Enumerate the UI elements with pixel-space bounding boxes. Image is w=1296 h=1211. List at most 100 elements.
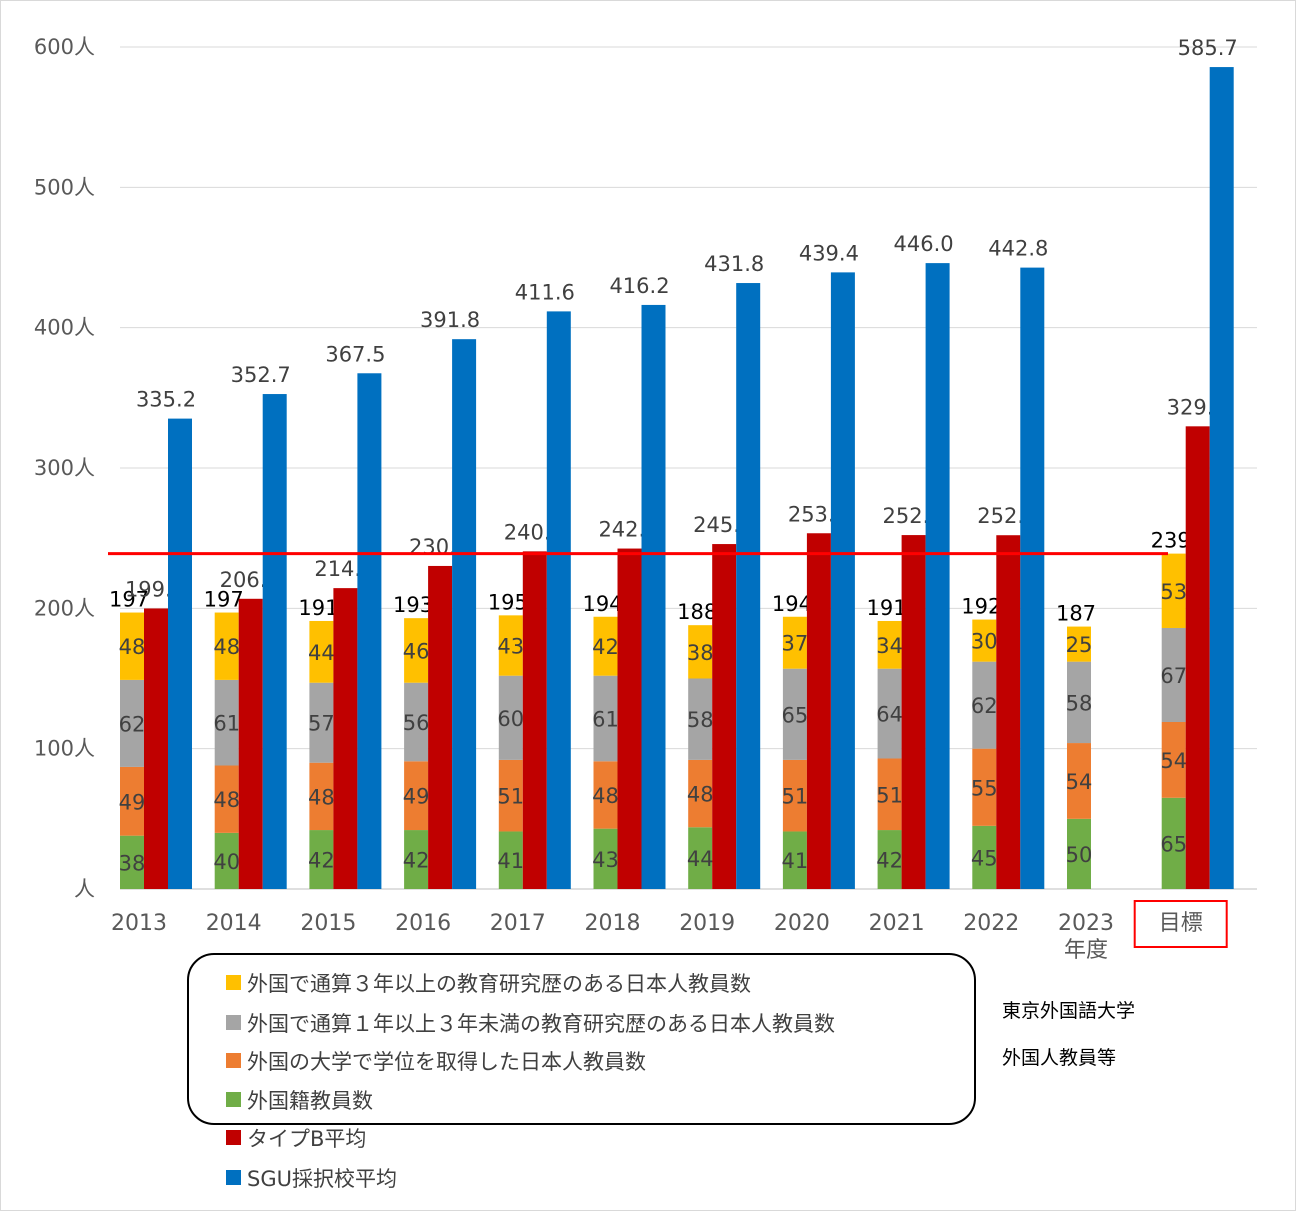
university-label: 東京外国語大学 bbox=[1002, 1000, 1135, 1022]
sgu-bar bbox=[830, 272, 855, 889]
x-tick-label: 目標 bbox=[1159, 911, 1203, 936]
legend-swatch bbox=[226, 1092, 241, 1107]
segment-value-label: 65 bbox=[1160, 832, 1187, 856]
y-tick-label: 300人 bbox=[34, 456, 95, 480]
sgu-bar bbox=[262, 394, 287, 889]
segment-value-label: 25 bbox=[1066, 633, 1093, 657]
stacked-bar-segment bbox=[1161, 627, 1186, 723]
legend-swatch bbox=[226, 1053, 241, 1068]
x-tick-label: 2014 bbox=[206, 911, 262, 936]
x-tick-label: 2016 bbox=[395, 911, 451, 936]
segment-value-label: 67 bbox=[1160, 664, 1187, 688]
stack-total-label: 194 bbox=[772, 592, 812, 616]
typeb-bar bbox=[522, 551, 547, 889]
stack-total-label: 191 bbox=[867, 596, 907, 620]
sgu-value-label: 585.7 bbox=[1178, 36, 1238, 60]
stacked-bar-segment bbox=[309, 830, 334, 889]
stacked-bar-segment bbox=[498, 759, 523, 832]
sgu-value-label: 446.0 bbox=[894, 232, 954, 256]
typeb-bar bbox=[901, 535, 926, 889]
stacked-bar-segment bbox=[593, 828, 618, 889]
segment-value-label: 43 bbox=[592, 848, 619, 872]
stack-total-label: 187 bbox=[1056, 602, 1096, 626]
legend-label: タイプB平均 bbox=[247, 1127, 366, 1151]
stack-total-label: 193 bbox=[393, 593, 433, 617]
segment-value-label: 48 bbox=[213, 788, 240, 812]
segment-value-label: 58 bbox=[1066, 691, 1093, 715]
segment-value-label: 48 bbox=[687, 783, 714, 807]
sgu-bar bbox=[925, 263, 950, 889]
stack-total-label: 192 bbox=[961, 595, 1001, 619]
stacked-bar-segment bbox=[782, 668, 807, 760]
legend-label: 外国で通算３年以上の教育研究歴のある日本人教員数 bbox=[247, 972, 751, 996]
stack-total-label: 194 bbox=[582, 592, 622, 616]
segment-value-label: 56 bbox=[403, 711, 430, 735]
stacked-bar-segment bbox=[120, 766, 144, 836]
legend-swatch bbox=[226, 1015, 241, 1030]
segment-value-label: 49 bbox=[403, 785, 430, 809]
segment-value-label: 34 bbox=[876, 634, 903, 658]
typeb-bar bbox=[333, 588, 358, 889]
x-tick-label: 2023 bbox=[1058, 911, 1114, 936]
stack-total-label: 195 bbox=[488, 590, 528, 614]
stacked-bar-segment bbox=[877, 830, 902, 889]
stacked-bar-segment bbox=[1161, 722, 1186, 798]
segment-value-label: 38 bbox=[119, 851, 146, 875]
sgu-value-label: 335.2 bbox=[136, 388, 196, 412]
stacked-bar-segment bbox=[1067, 661, 1091, 744]
segment-value-label: 51 bbox=[497, 785, 524, 809]
x-tick-label: 2020 bbox=[774, 911, 830, 936]
stack-total-label: 188 bbox=[677, 600, 717, 624]
sgu-bar bbox=[452, 339, 477, 889]
sgu-bar bbox=[641, 304, 666, 889]
segment-value-label: 48 bbox=[119, 635, 146, 659]
x-unit-label: 年度 bbox=[1064, 938, 1108, 963]
x-tick-label: 2022 bbox=[963, 911, 1019, 936]
typeb-bar bbox=[1185, 426, 1210, 889]
legend-swatch bbox=[226, 975, 241, 990]
stacked-bar-segment bbox=[593, 761, 618, 829]
stacked-bar-segment bbox=[972, 619, 997, 662]
sgu-value-label: 411.6 bbox=[515, 280, 575, 304]
typeb-bar bbox=[996, 535, 1021, 889]
stacked-bar-segment bbox=[688, 827, 713, 889]
stacked-bar-segment bbox=[404, 761, 429, 831]
segment-value-label: 50 bbox=[1066, 843, 1093, 867]
segment-value-label: 42 bbox=[876, 849, 903, 873]
sgu-bar bbox=[736, 283, 761, 890]
segment-value-label: 48 bbox=[308, 785, 335, 809]
legend-swatch bbox=[226, 1130, 241, 1145]
typeb-bar bbox=[428, 565, 453, 889]
stack-total-label: 197 bbox=[204, 588, 244, 612]
stacked-bar-segment bbox=[1161, 553, 1186, 628]
sgu-value-label: 442.8 bbox=[988, 237, 1048, 261]
y-tick-label: 人 bbox=[74, 877, 95, 901]
segment-value-label: 51 bbox=[782, 785, 809, 809]
segment-value-label: 54 bbox=[1160, 749, 1187, 773]
segment-value-label: 38 bbox=[687, 641, 714, 665]
segment-value-label: 30 bbox=[971, 630, 998, 654]
stacked-bar-segment bbox=[498, 675, 523, 760]
stacked-bar-segment bbox=[782, 759, 807, 832]
category-label: 外国人教員等 bbox=[1002, 1047, 1116, 1069]
segment-value-label: 41 bbox=[497, 849, 524, 873]
stacked-bar-segment bbox=[404, 682, 429, 762]
segment-value-label: 42 bbox=[403, 849, 430, 873]
stacked-bar-segment bbox=[404, 830, 429, 889]
segment-value-label: 58 bbox=[687, 708, 714, 732]
legend-label: SGU採択校平均 bbox=[247, 1167, 397, 1191]
stacked-bar-segment bbox=[498, 615, 523, 676]
sgu-bar bbox=[546, 311, 571, 889]
stacked-bar-segment bbox=[1067, 743, 1091, 819]
segment-value-label: 48 bbox=[592, 784, 619, 808]
y-tick-label: 400人 bbox=[34, 316, 95, 340]
x-tick-label: 2021 bbox=[869, 911, 925, 936]
sgu-value-label: 367.5 bbox=[325, 342, 385, 366]
segment-value-label: 64 bbox=[876, 703, 903, 727]
sgu-bar bbox=[1020, 267, 1045, 889]
legend-label: 外国の大学で学位を取得した日本人教員数 bbox=[247, 1050, 646, 1074]
segment-value-label: 42 bbox=[592, 635, 619, 659]
stack-total-label: 239 bbox=[1151, 529, 1191, 553]
sgu-value-label: 439.4 bbox=[799, 241, 859, 265]
stacked-bar-segment bbox=[1161, 797, 1186, 889]
